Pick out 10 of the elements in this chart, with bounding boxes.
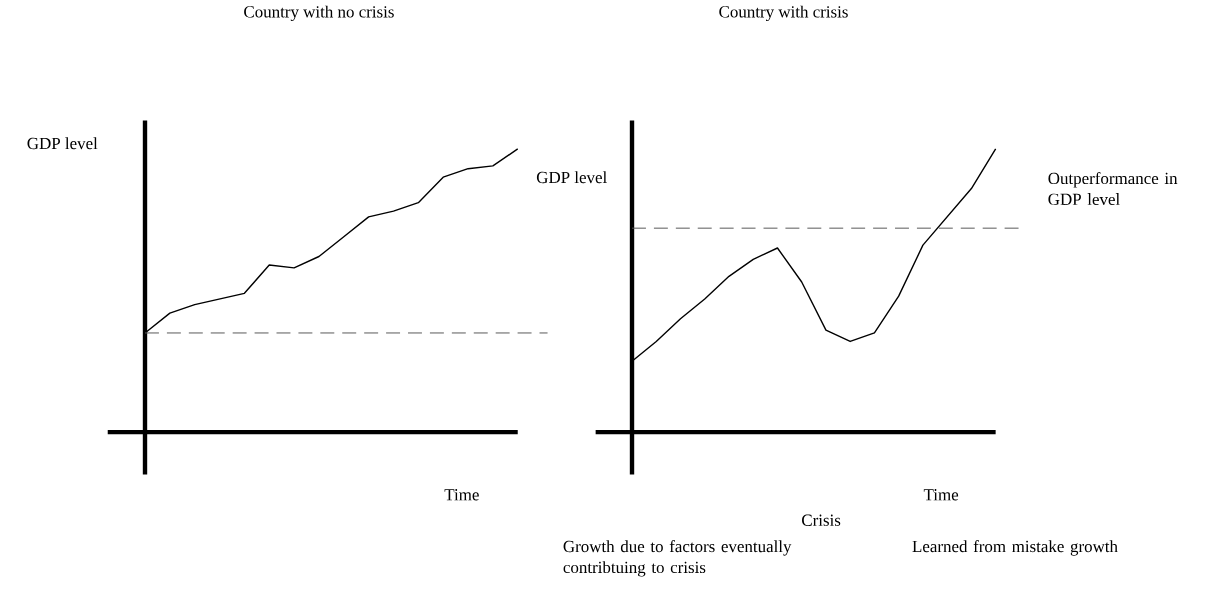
text: Outperformance in GDP level: [1048, 171, 1178, 205]
x-axis-title: Time: [444, 489, 479, 501]
chart-title: Country with crisis: [719, 5, 848, 22]
text: Growth due to factors eventually contribtuing to crisis: [563, 540, 792, 577]
text: Learned from mistake growth: [912, 540, 1118, 556]
chart-title: Country with no crisis: [244, 5, 394, 22]
y-axis-title: GDP level: [536, 171, 607, 184]
text: Crisis: [802, 514, 841, 526]
x-axis-title: Time: [923, 489, 959, 501]
y-axis-title: GDP level: [27, 137, 98, 150]
